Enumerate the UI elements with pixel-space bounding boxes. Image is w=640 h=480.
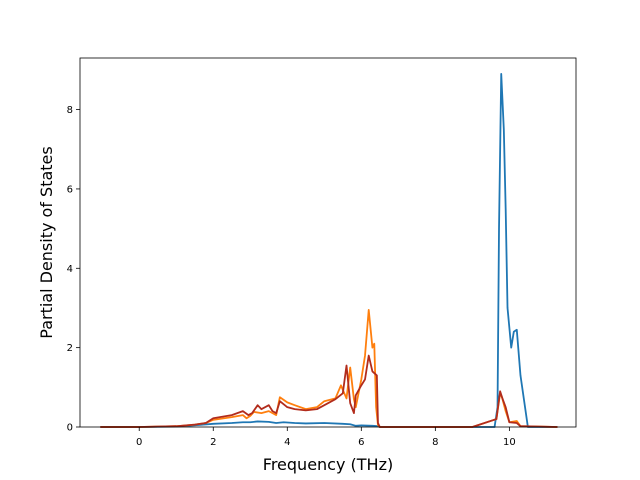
y-axis-label: Partial Density of States <box>37 146 56 338</box>
y-tick-label: 6 <box>67 184 73 195</box>
x-tick-label: 10 <box>503 437 516 448</box>
plot-background <box>80 58 576 427</box>
series-layer <box>100 72 558 428</box>
y-tick-label: 0 <box>67 423 73 434</box>
y-axis: 0 2 4 6 8 <box>67 105 80 434</box>
y-tick-label: 2 <box>67 343 73 354</box>
series-line-3 <box>100 354 558 428</box>
x-tick-label: 0 <box>136 437 142 448</box>
x-axis: 0 2 4 6 8 10 <box>136 427 516 448</box>
y-tick-label: 8 <box>67 105 73 116</box>
x-tick-label: 4 <box>284 437 290 448</box>
x-tick-label: 2 <box>210 437 216 448</box>
x-tick-label: 6 <box>358 437 364 448</box>
y-tick-label: 4 <box>67 264 73 275</box>
x-axis-label: Frequency (THz) <box>263 455 393 474</box>
series-line-1 <box>100 72 558 428</box>
plot-frame <box>79 57 577 428</box>
x-tick-label: 8 <box>432 437 438 448</box>
